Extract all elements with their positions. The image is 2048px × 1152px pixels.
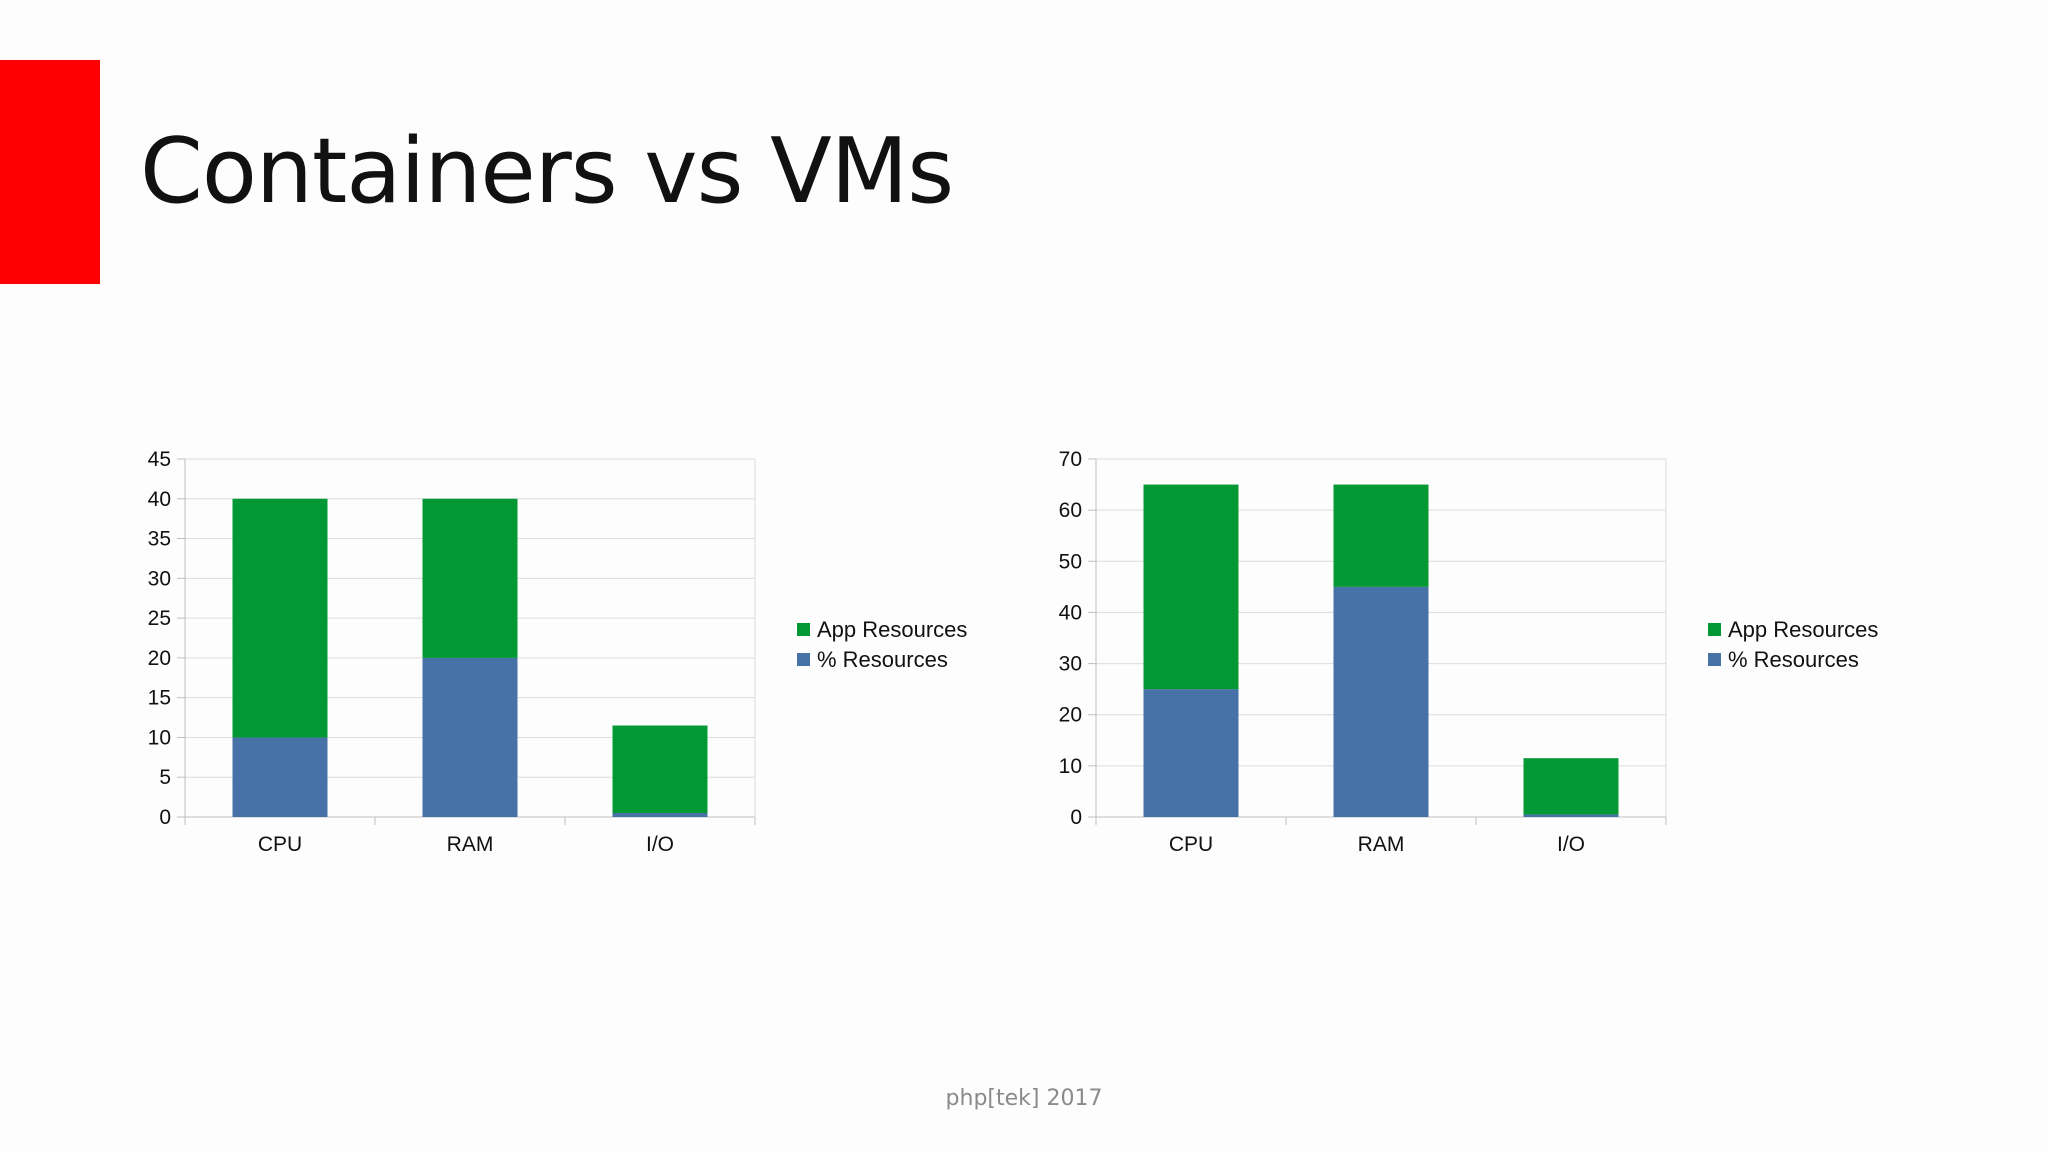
accent-bar	[0, 60, 100, 284]
bar-cpu-app-resources	[1143, 484, 1239, 690]
bar-cpu-resources	[232, 737, 328, 817]
y-tick-label: 0	[159, 806, 171, 829]
bar-ram-app-resources	[422, 498, 518, 658]
bar-io-app-resources	[1523, 758, 1619, 815]
x-tick-label: RAM	[447, 833, 494, 856]
y-tick-label: 70	[1059, 448, 1082, 471]
x-tick-label: CPU	[1169, 833, 1213, 856]
y-tick-label: 20	[148, 647, 171, 670]
y-tick-label: 10	[148, 726, 171, 749]
legend-label: % Resources	[1728, 647, 1859, 672]
y-tick-label: 15	[148, 687, 171, 710]
bar-cpu-resources	[1143, 689, 1239, 817]
chart-2: 0 10 20 30 40 50 60 70 CPU RAM I/O App Resources % R…	[1059, 448, 1879, 856]
y-tick-label: 60	[1059, 499, 1082, 522]
x-tick-label: CPU	[258, 833, 302, 856]
y-tick-label: 25	[148, 607, 171, 630]
slide-title: Containers vs VMs	[140, 119, 954, 224]
legend-label: % Resources	[817, 647, 948, 672]
legend-label: App Resources	[1728, 617, 1878, 642]
bar-cpu-app-resources	[232, 498, 328, 738]
y-tick-label: 35	[148, 528, 171, 551]
x-tick-label: I/O	[646, 833, 674, 856]
y-tick-label: 30	[1059, 653, 1082, 676]
y-tick-label: 20	[1059, 704, 1082, 727]
legend-swatch-resources	[797, 653, 810, 666]
chart-1: 0 5 10 15 20 25 30 35 40 45 CPU RAM I/O App Resources…	[148, 448, 968, 856]
slide-footer: php[tek] 2017	[945, 1086, 1103, 1111]
bar-io-resources	[1523, 814, 1619, 817]
x-tick-label: RAM	[1358, 833, 1405, 856]
y-tick-label: 5	[159, 766, 171, 789]
bar-io-resources	[612, 813, 708, 817]
y-tick-label: 50	[1059, 550, 1082, 573]
y-tick-label: 45	[148, 448, 171, 471]
legend-label: App Resources	[817, 617, 967, 642]
legend-swatch-resources	[1708, 653, 1721, 666]
y-tick-label: 30	[148, 567, 171, 590]
bar-io-app-resources	[612, 725, 708, 814]
bar-ram-app-resources	[1333, 484, 1429, 587]
legend-swatch-app-resources	[797, 623, 810, 636]
y-tick-label: 0	[1070, 806, 1082, 829]
bar-ram-resources	[422, 657, 518, 817]
y-tick-label: 10	[1059, 755, 1082, 778]
bar-ram-resources	[1333, 586, 1429, 817]
legend-swatch-app-resources	[1708, 623, 1721, 636]
y-tick-label: 40	[1059, 601, 1082, 624]
y-tick-label: 40	[148, 488, 171, 511]
x-tick-label: I/O	[1557, 833, 1585, 856]
